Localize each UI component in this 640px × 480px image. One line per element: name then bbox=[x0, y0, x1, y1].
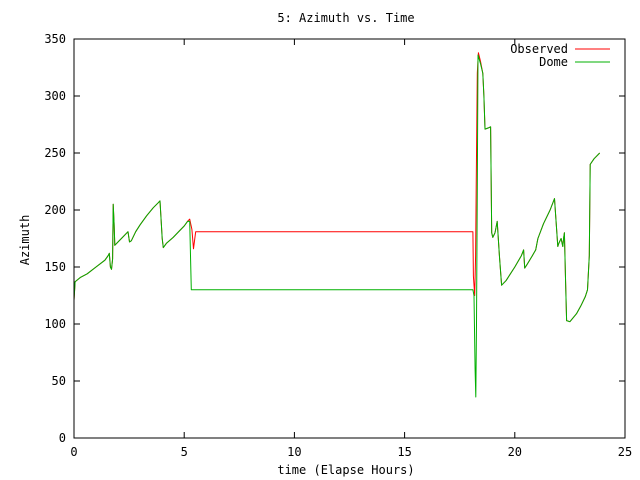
series-layer bbox=[73, 52, 601, 398]
y-axis-label: Azimuth bbox=[18, 215, 32, 266]
x-tick-label: 10 bbox=[287, 445, 301, 459]
chart-title: 5: Azimuth vs. Time bbox=[277, 11, 414, 25]
y-tick-label: 250 bbox=[44, 146, 66, 160]
y-tick-label: 350 bbox=[44, 32, 66, 46]
y-tick-label: 300 bbox=[44, 89, 66, 103]
plot-frame bbox=[73, 38, 626, 439]
y-tick-label: 200 bbox=[44, 203, 66, 217]
y-tick-label: 0 bbox=[59, 431, 66, 445]
y-tick-label: 50 bbox=[52, 374, 66, 388]
series-line-dome bbox=[73, 54, 601, 398]
x-tick-label: 15 bbox=[397, 445, 411, 459]
y-tick-label: 100 bbox=[44, 317, 66, 331]
x-tick-label: 25 bbox=[618, 445, 632, 459]
x-tick-label: 20 bbox=[508, 445, 522, 459]
legend-label-dome: Dome bbox=[539, 55, 568, 69]
legend-label-observed: Observed bbox=[510, 42, 568, 56]
y-tick-label: 150 bbox=[44, 260, 66, 274]
x-tick-label: 5 bbox=[181, 445, 188, 459]
x-axis-label: time (Elapse Hours) bbox=[277, 463, 414, 477]
x-tick-label: 0 bbox=[70, 445, 77, 459]
